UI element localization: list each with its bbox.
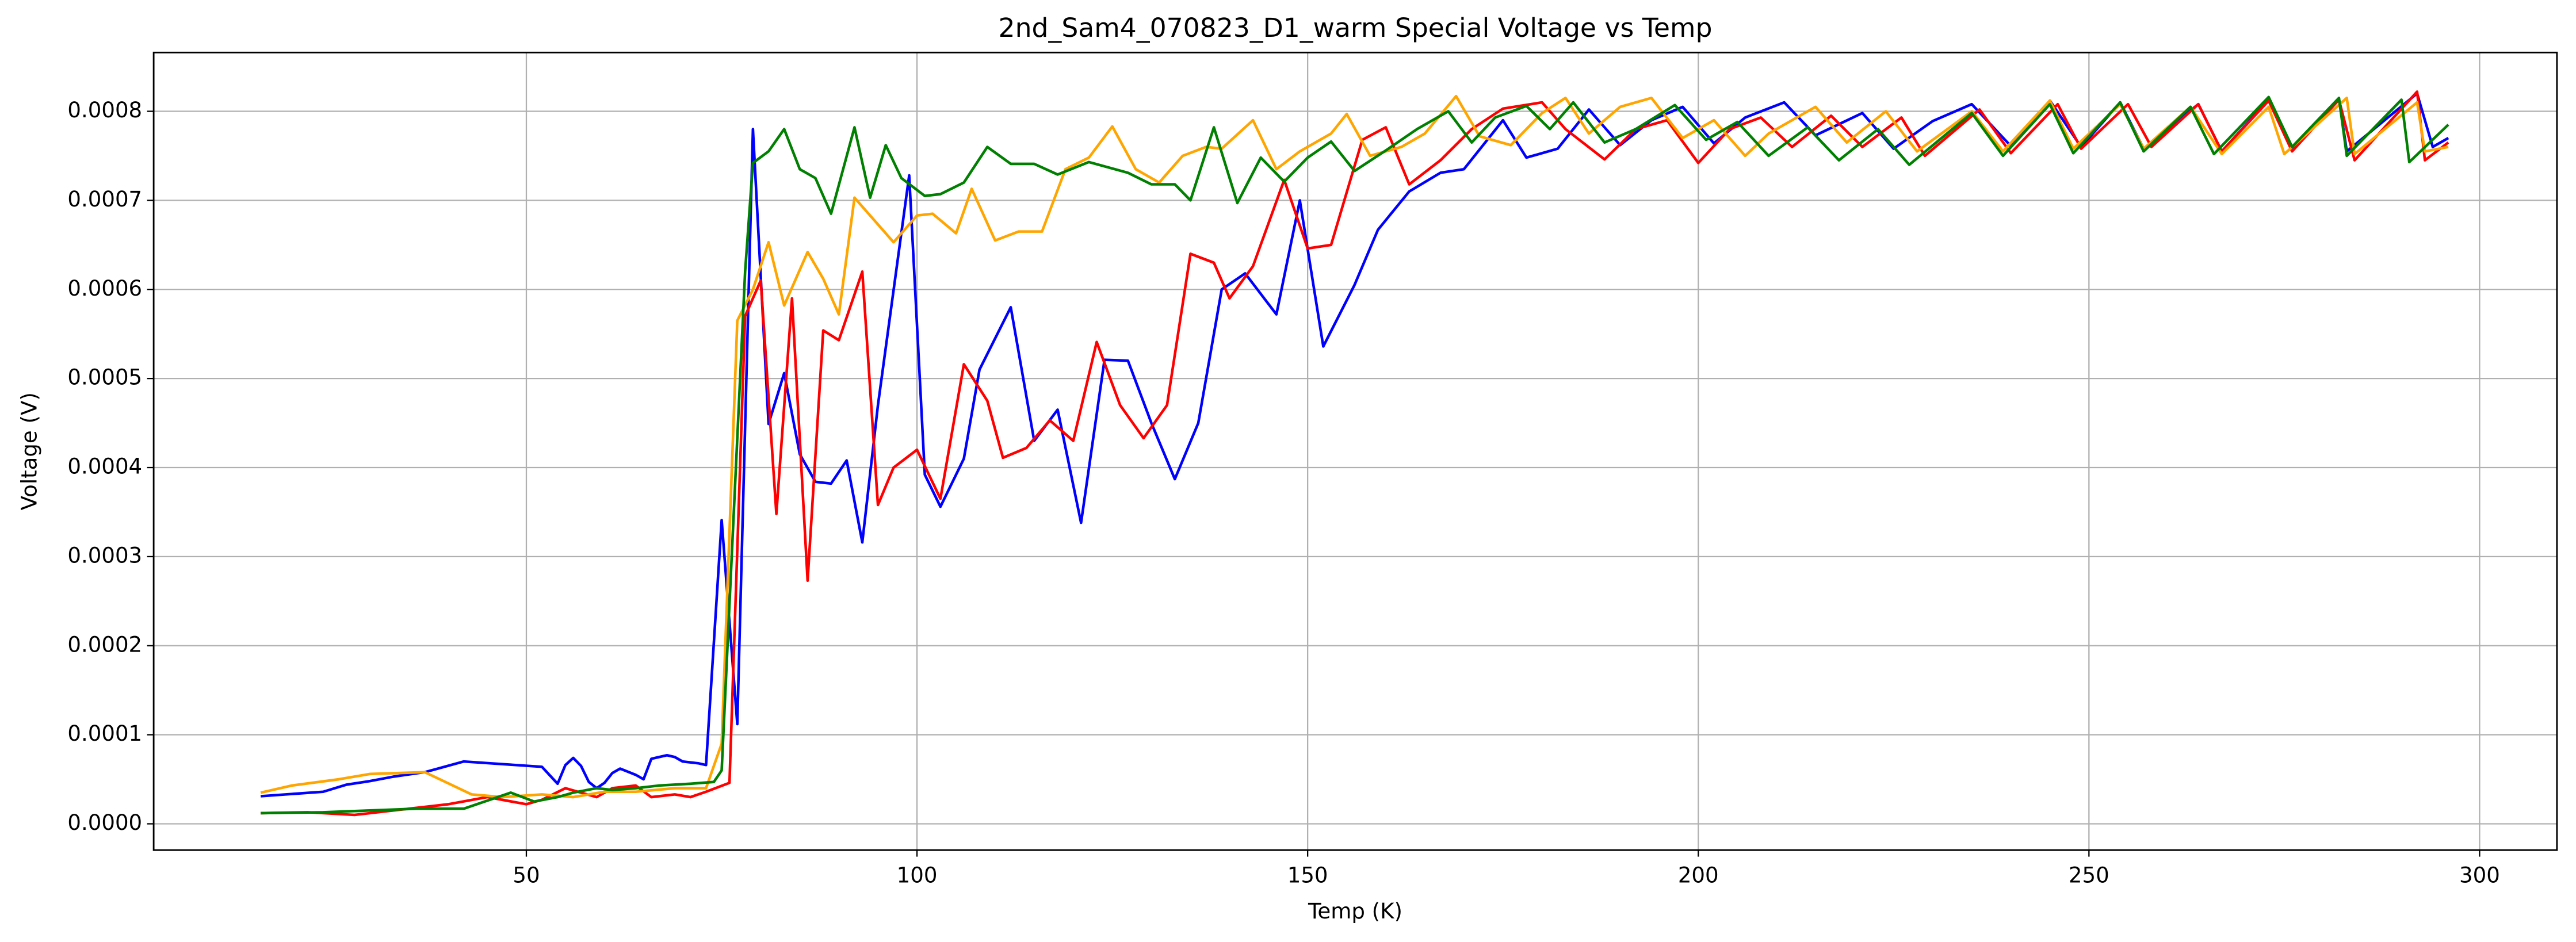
x-tick-label: 50 <box>513 863 540 887</box>
plot-area <box>260 90 2449 817</box>
x-tick-label: 150 <box>1287 863 1328 887</box>
y-tick-label: 0.0008 <box>67 98 142 122</box>
y-tick-label: 0.0002 <box>67 632 142 657</box>
y-axis-label: Voltage (V) <box>17 392 42 510</box>
series-line <box>260 94 2449 799</box>
y-tick-label: 0.0001 <box>67 721 142 746</box>
y-tick-label: 0.0005 <box>67 365 142 390</box>
y-tick-label: 0.0003 <box>67 543 142 568</box>
series-line <box>261 90 2449 817</box>
grid <box>154 52 2557 851</box>
x-tick-label: 250 <box>2069 863 2109 887</box>
series-line <box>261 95 2449 815</box>
chart-title: 2nd_Sam4_070823_D1_warm Special Voltage … <box>999 13 1713 43</box>
ticks: 50 100 150 200 250 300 0.0000 0.0001 0.0002 0.000… <box>67 98 2499 887</box>
y-tick-label: 0.0000 <box>67 810 142 835</box>
y-tick-label: 0.0007 <box>67 187 142 212</box>
series-line <box>261 92 2449 798</box>
y-tick-label: 0.0006 <box>67 276 142 301</box>
axes-frame <box>152 51 2558 851</box>
y-tick-label: 0.0004 <box>67 454 142 479</box>
x-tick-label: 200 <box>1678 863 1719 887</box>
x-axis-label: Temp (K) <box>1308 899 1402 924</box>
x-tick-label: 100 <box>897 863 938 887</box>
x-tick-label: 300 <box>2459 863 2500 887</box>
